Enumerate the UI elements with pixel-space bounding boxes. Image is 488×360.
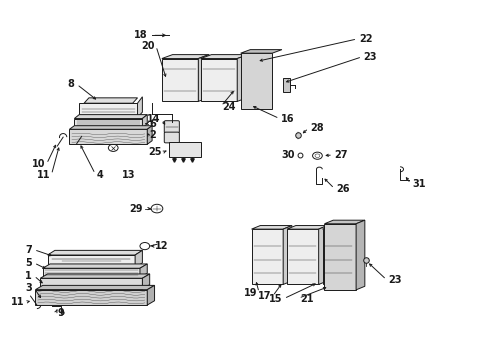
Polygon shape <box>251 229 283 284</box>
Polygon shape <box>324 224 355 290</box>
Text: 30: 30 <box>281 150 294 160</box>
Text: 25: 25 <box>148 147 162 157</box>
Polygon shape <box>42 264 147 268</box>
Polygon shape <box>237 55 247 102</box>
Text: 11: 11 <box>11 297 24 307</box>
Text: 24: 24 <box>222 102 236 112</box>
Text: 6: 6 <box>149 118 156 129</box>
Text: 2: 2 <box>149 130 156 140</box>
Polygon shape <box>74 114 147 118</box>
Text: 15: 15 <box>268 294 282 303</box>
Text: 17: 17 <box>257 291 271 301</box>
Text: 3: 3 <box>25 283 32 293</box>
Polygon shape <box>283 226 291 284</box>
Polygon shape <box>140 264 147 278</box>
Polygon shape <box>286 229 318 284</box>
Text: 13: 13 <box>122 170 135 180</box>
Polygon shape <box>142 274 149 289</box>
Polygon shape <box>35 285 154 290</box>
Text: 21: 21 <box>299 294 313 303</box>
Text: 10: 10 <box>32 159 45 169</box>
Polygon shape <box>137 97 142 117</box>
Text: 26: 26 <box>335 184 349 194</box>
Polygon shape <box>35 290 147 305</box>
Polygon shape <box>240 50 282 53</box>
Polygon shape <box>198 55 208 102</box>
Polygon shape <box>147 126 152 144</box>
Polygon shape <box>283 78 289 92</box>
Text: 1: 1 <box>25 271 32 281</box>
Polygon shape <box>135 250 142 267</box>
Polygon shape <box>318 226 327 284</box>
Polygon shape <box>162 59 198 102</box>
Text: 16: 16 <box>281 114 294 124</box>
Text: 5: 5 <box>25 258 32 268</box>
Polygon shape <box>47 250 142 255</box>
Text: 23: 23 <box>387 275 401 285</box>
Polygon shape <box>74 118 142 128</box>
Polygon shape <box>201 55 247 59</box>
Text: 11: 11 <box>37 170 50 180</box>
Polygon shape <box>147 285 154 305</box>
Polygon shape <box>42 268 140 278</box>
Polygon shape <box>79 103 137 117</box>
Polygon shape <box>84 98 137 103</box>
Text: 31: 31 <box>411 179 425 189</box>
Polygon shape <box>69 126 152 129</box>
Polygon shape <box>162 55 208 59</box>
Text: 27: 27 <box>334 150 347 160</box>
Polygon shape <box>169 143 201 157</box>
Text: 22: 22 <box>358 34 371 44</box>
Polygon shape <box>40 274 149 278</box>
Polygon shape <box>142 114 147 128</box>
Text: 9: 9 <box>57 308 64 318</box>
Text: 19: 19 <box>244 288 257 297</box>
Polygon shape <box>355 220 364 290</box>
Text: 7: 7 <box>25 245 32 255</box>
Polygon shape <box>69 129 147 144</box>
Text: 28: 28 <box>309 123 323 133</box>
Text: 23: 23 <box>363 52 376 62</box>
FancyBboxPatch shape <box>164 132 179 143</box>
Text: 20: 20 <box>141 41 154 51</box>
Text: 4: 4 <box>96 170 103 180</box>
Polygon shape <box>251 226 291 229</box>
Text: 29: 29 <box>129 203 142 213</box>
Polygon shape <box>322 226 362 229</box>
Polygon shape <box>324 220 364 224</box>
FancyBboxPatch shape <box>164 121 179 133</box>
Text: 12: 12 <box>154 241 168 251</box>
Polygon shape <box>240 53 272 109</box>
Text: 14: 14 <box>146 114 160 124</box>
Polygon shape <box>201 59 237 102</box>
Polygon shape <box>47 255 135 267</box>
Polygon shape <box>322 229 353 284</box>
Text: 8: 8 <box>67 79 74 89</box>
Polygon shape <box>286 226 327 229</box>
Text: 18: 18 <box>133 30 147 40</box>
Polygon shape <box>353 226 362 284</box>
Polygon shape <box>40 278 142 289</box>
